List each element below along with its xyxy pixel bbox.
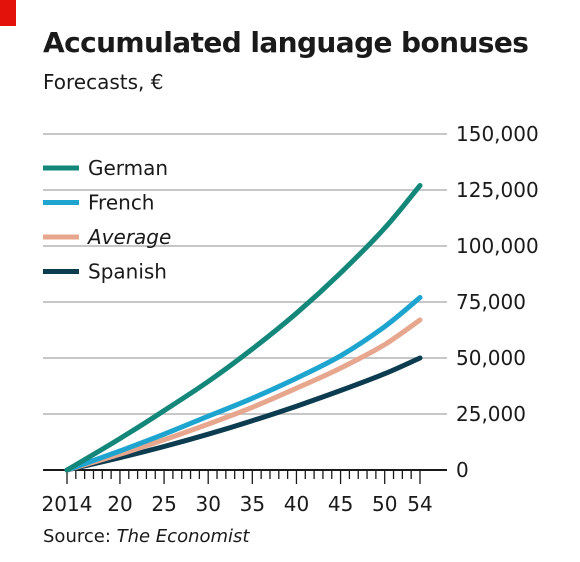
brand-tag bbox=[0, 0, 16, 26]
x-tick-label: 30 bbox=[195, 492, 220, 516]
legend-label-spanish: Spanish bbox=[88, 260, 167, 284]
x-tick-label: 2014 bbox=[42, 492, 93, 516]
x-tick-label: 35 bbox=[240, 492, 265, 516]
legend: German French Average Spanish bbox=[43, 156, 171, 284]
source-name: The Economist bbox=[116, 526, 250, 547]
chart-subtitle: Forecasts, € bbox=[43, 70, 164, 94]
x-tick-labels: 2014 20 25 30 35 40 45 50 54 bbox=[42, 492, 433, 516]
x-tick-label: 25 bbox=[151, 492, 176, 516]
x-tick-label: 50 bbox=[372, 492, 397, 516]
y-tick-label: 150,000 bbox=[456, 122, 539, 146]
gridlines bbox=[43, 133, 447, 415]
x-axis bbox=[43, 469, 447, 484]
y-tick-label: 100,000 bbox=[456, 234, 539, 258]
source-label: Source: bbox=[43, 526, 117, 547]
legend-label-german: German bbox=[88, 156, 168, 180]
series-line-average bbox=[64, 317, 423, 473]
series-line-spanish bbox=[64, 355, 423, 473]
legend-label-french: French bbox=[88, 191, 154, 215]
series-line-french bbox=[64, 295, 423, 473]
x-tick-label: 54 bbox=[407, 492, 432, 516]
series-lines bbox=[64, 183, 423, 473]
x-tick-label: 45 bbox=[328, 492, 353, 516]
x-tick-label: 40 bbox=[284, 492, 309, 516]
y-tick-label: 50,000 bbox=[456, 346, 526, 370]
legend-label-average: Average bbox=[86, 225, 171, 249]
chart-title: Accumulated language bonuses bbox=[43, 26, 529, 59]
y-tick-label: 75,000 bbox=[456, 290, 526, 314]
y-tick-label: 25,000 bbox=[456, 402, 526, 426]
y-tick-label: 125,000 bbox=[456, 178, 539, 202]
source-note: Source: The Economist bbox=[43, 526, 249, 547]
series-line-german bbox=[64, 183, 423, 473]
x-tick-label: 20 bbox=[107, 492, 132, 516]
y-tick-label: 0 bbox=[456, 458, 469, 482]
y-tick-labels: 0 25,000 50,000 75,000 100,000 125,000 150,000 bbox=[456, 122, 539, 482]
